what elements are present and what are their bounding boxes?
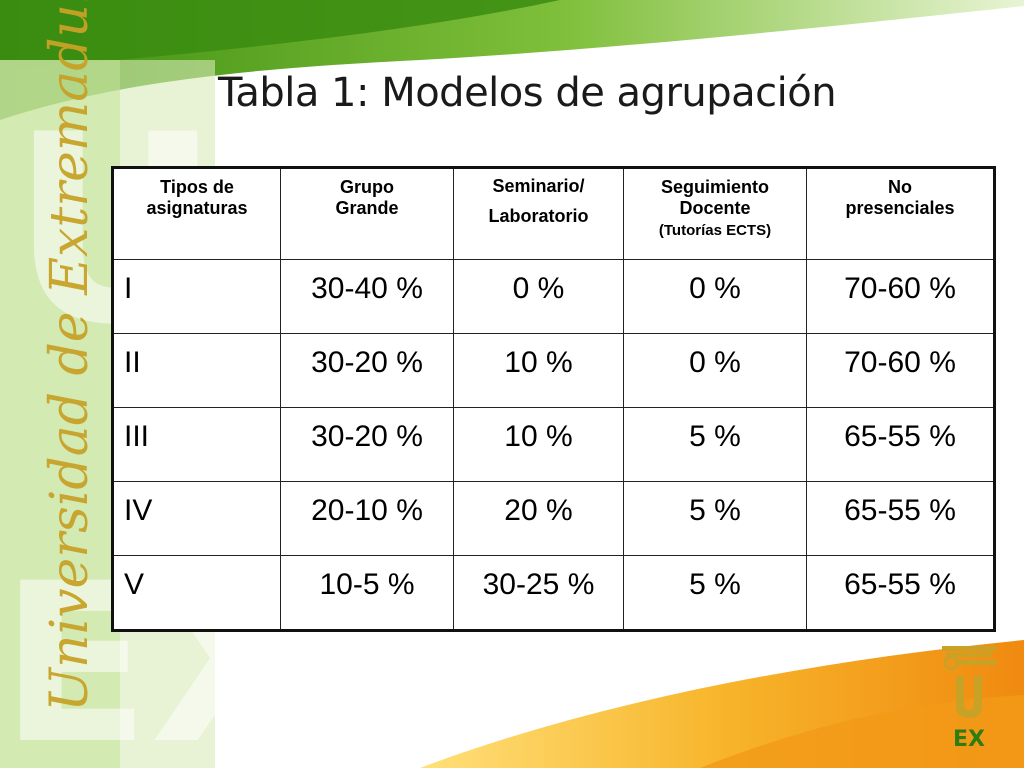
- table-cell: 30-25 %: [453, 555, 624, 631]
- header-cell-non-presential: No presenciales: [806, 167, 995, 260]
- table-cell: V: [112, 555, 281, 631]
- table-cell: 20-10 %: [280, 481, 454, 556]
- table-cell: 5 %: [623, 555, 807, 631]
- uex-logo-text: EX: [953, 727, 985, 752]
- table-header-row: Tipos de asignaturas Grupo Grande Semina…: [112, 167, 995, 260]
- header-cell-tutoring: Seguimiento Docente (Tutorías ECTS): [623, 167, 807, 260]
- table-cell: 30-20 %: [280, 333, 454, 408]
- table-cell: 65-55 %: [806, 407, 995, 482]
- table-cell: 30-40 %: [280, 259, 454, 334]
- table-cell: 10 %: [453, 407, 624, 482]
- grouping-models-table: Tipos de asignaturas Grupo Grande Semina…: [111, 166, 996, 632]
- university-name-vertical: Universidad de Extremadura: [40, 0, 100, 712]
- table-cell: 5 %: [623, 407, 807, 482]
- table-cell: 20 %: [453, 481, 624, 556]
- table-cell: II: [112, 333, 281, 408]
- table-cell: 70-60 %: [806, 259, 995, 334]
- slide-title: Tabla 1: Modelos de agrupación: [218, 70, 837, 116]
- table-cell: 0 %: [453, 259, 624, 334]
- header-cell-subject-types: Tipos de asignaturas: [112, 167, 281, 260]
- table-row: IV 20-10 % 20 % 5 % 65-55 %: [112, 481, 995, 556]
- table-cell: IV: [112, 481, 281, 556]
- table-cell: 0 %: [623, 333, 807, 408]
- table-row: III 30-20 % 10 % 5 % 65-55 %: [112, 407, 995, 482]
- table-cell: 10-5 %: [280, 555, 454, 631]
- table-cell: 5 %: [623, 481, 807, 556]
- table-row: I 30-40 % 0 % 0 % 70-60 %: [112, 259, 995, 334]
- table-row: II 30-20 % 10 % 0 % 70-60 %: [112, 333, 995, 408]
- table-cell: I: [112, 259, 281, 334]
- uex-logo-icon: EX: [942, 646, 996, 752]
- header-cell-large-group: Grupo Grande: [280, 167, 454, 260]
- table-cell: 10 %: [453, 333, 624, 408]
- table-cell: III: [112, 407, 281, 482]
- table-cell: 65-55 %: [806, 555, 995, 631]
- table-row: V 10-5 % 30-25 % 5 % 65-55 %: [112, 555, 995, 631]
- table-cell: 65-55 %: [806, 481, 995, 556]
- table-cell: 0 %: [623, 259, 807, 334]
- table-cell: 30-20 %: [280, 407, 454, 482]
- table-cell: 70-60 %: [806, 333, 995, 408]
- header-cell-seminar-lab: Seminario/ Laboratorio: [453, 167, 624, 260]
